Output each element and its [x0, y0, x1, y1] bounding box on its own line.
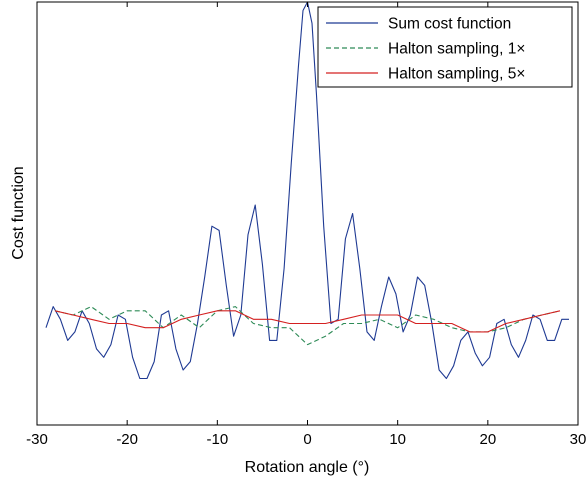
series-line-3 — [54, 310, 561, 333]
legend-box — [317, 6, 573, 88]
x-tick-label: 0 — [303, 431, 311, 448]
x-tick-label: 30 — [570, 431, 586, 448]
legend-label-3: Halton sampling, 5× — [388, 66, 525, 83]
ticks-layer: -30 -20 -10 0 10 20 30 — [26, 2, 586, 448]
y-axis-label: Cost function — [10, 166, 27, 259]
x-tick-label: -10 — [206, 431, 228, 448]
x-axis-label: Rotation angle (°) — [245, 459, 370, 476]
x-tick-label: -30 — [26, 431, 48, 448]
x-tick-label: 20 — [479, 431, 496, 448]
legend: Sum cost function Halton sampling, 1× Halt… — [317, 6, 573, 88]
x-tick-label: -20 — [116, 431, 138, 448]
legend-label-1: Sum cost function — [388, 16, 511, 33]
series-line-2 — [54, 306, 561, 346]
x-tick-label: 10 — [389, 431, 406, 448]
legend-label-2: Halton sampling, 1× — [388, 41, 525, 58]
